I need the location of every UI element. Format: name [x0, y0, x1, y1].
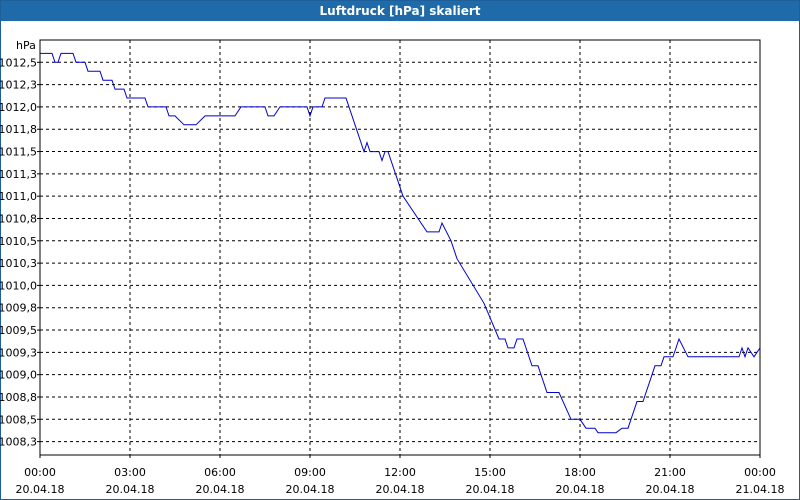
y-tick-label: 1012,3: [0, 79, 37, 92]
y-tick-label: 1009,8: [0, 302, 37, 315]
x-tick-time-label: 00:00: [744, 466, 776, 479]
y-tick-label: 1008,8: [0, 391, 37, 404]
x-tick-time-label: 00:00: [24, 466, 56, 479]
y-tick-label: 1008,5: [0, 413, 37, 426]
x-tick-time-label: 15:00: [474, 466, 506, 479]
x-tick-date-label: 20.04.18: [286, 483, 335, 496]
x-tick-time-label: 18:00: [564, 466, 596, 479]
x-tick-date-label: 20.04.18: [556, 483, 605, 496]
x-axis-ticks: 00:00 20.04.18 03:00 20.04.18 06:00 20.04.18 0…: [16, 455, 785, 496]
y-tick-label: 1011,0: [0, 190, 37, 203]
x-tick-date-label: 21.04.18: [736, 483, 785, 496]
x-tick-date-label: 20.04.18: [16, 483, 65, 496]
y-tick-label: 1011,8: [0, 123, 37, 136]
y-tick-label: 1009,3: [0, 346, 37, 359]
y-axis-unit-label: hPa: [16, 39, 36, 52]
y-tick-label: 1011,3: [0, 168, 37, 181]
x-tick-time-label: 03:00: [114, 466, 146, 479]
y-tick-label: 1012,0: [0, 101, 37, 114]
y-tick-label: 1009,5: [0, 324, 37, 337]
y-tick-label: 1012,5: [0, 56, 37, 69]
y-tick-label: 1008,3: [0, 436, 37, 449]
chart-title: Luftdruck [hPa] skaliert: [1, 1, 799, 21]
x-tick-date-label: 20.04.18: [466, 483, 515, 496]
y-axis-ticks: 1012,5 1012,3 1012,0 1011,8 1011,5 1011,3 1011…: [0, 56, 40, 449]
x-tick-time-label: 09:00: [294, 466, 326, 479]
y-tick-label: 1010,5: [0, 235, 37, 248]
y-tick-label: 1009,0: [0, 369, 37, 382]
series-layer: [40, 52, 761, 434]
grid-lines: [40, 40, 760, 455]
x-tick-date-label: 20.04.18: [376, 483, 425, 496]
x-tick-date-label: 20.04.18: [106, 483, 155, 496]
x-tick-time-label: 21:00: [654, 466, 686, 479]
x-tick-date-label: 20.04.18: [196, 483, 245, 496]
x-tick-time-label: 06:00: [204, 466, 236, 479]
y-tick-label: 1010,8: [0, 212, 37, 225]
pressure-series-line: [40, 52, 761, 434]
y-tick-label: 1010,3: [0, 257, 37, 270]
y-tick-label: 1010,0: [0, 279, 37, 292]
x-tick-date-label: 20.04.18: [646, 483, 695, 496]
x-tick-time-label: 12:00: [384, 466, 416, 479]
y-tick-label: 1011,5: [0, 146, 37, 159]
